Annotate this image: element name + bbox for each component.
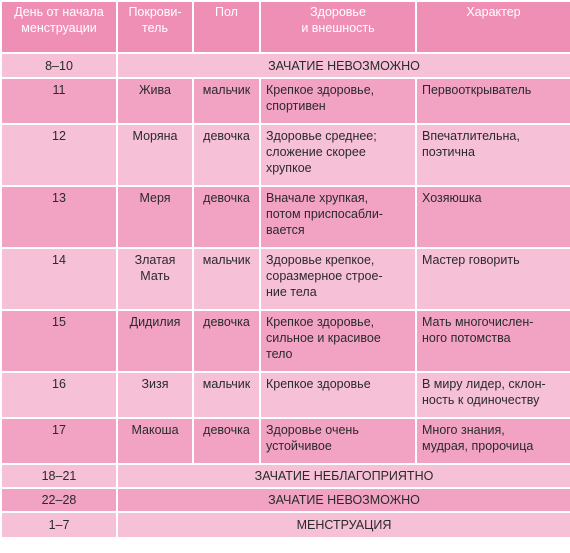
span-cell: ЗАЧАТИЕ НЕБЛАГОПРИЯТНО	[116, 463, 570, 489]
day-cell: 1–7	[0, 511, 118, 539]
header-day: День от начала менструации	[0, 0, 118, 54]
table-row: 14 Златая Мать мальчик Здоровье крепкое,…	[0, 247, 570, 311]
health-cell: Крепкое здоровье	[259, 371, 417, 419]
patron-cell: Моряна	[116, 123, 194, 187]
patron-cell: Жива	[116, 77, 194, 125]
day-cell: 11	[0, 77, 118, 125]
patron-cell: Макоша	[116, 417, 194, 465]
character-cell: Хозяюшка	[415, 185, 570, 249]
character-cell: Первооткрыватель	[415, 77, 570, 125]
sex-cell: мальчик	[192, 371, 261, 419]
sex-cell: мальчик	[192, 247, 261, 311]
table-row: 12 Моряна девочка Здоровье среднее; слож…	[0, 123, 570, 187]
conception-table: День от начала менструации Покрови- тель…	[0, 0, 570, 539]
day-cell: 17	[0, 417, 118, 465]
character-cell: Мать многочислен- ного потомства	[415, 309, 570, 373]
day-cell: 13	[0, 185, 118, 249]
day-cell: 8–10	[0, 52, 118, 79]
patron-cell: Зизя	[116, 371, 194, 419]
sex-cell: девочка	[192, 417, 261, 465]
day-cell: 18–21	[0, 463, 118, 489]
table-row: 17 Макоша девочка Здоровье очень устойчи…	[0, 417, 570, 465]
patron-cell: Златая Мать	[116, 247, 194, 311]
day-cell: 22–28	[0, 487, 118, 513]
day-cell: 12	[0, 123, 118, 187]
span-cell: МЕНСТРУАЦИЯ	[116, 511, 570, 539]
table-row: 18–21 ЗАЧАТИЕ НЕБЛАГОПРИЯТНО	[0, 463, 570, 489]
span-cell: ЗАЧАТИЕ НЕВОЗМОЖНО	[116, 52, 570, 79]
day-cell: 16	[0, 371, 118, 419]
header-character: Характер	[415, 0, 570, 54]
header-row: День от начала менструации Покрови- тель…	[0, 0, 570, 54]
sex-cell: девочка	[192, 309, 261, 373]
sex-cell: девочка	[192, 185, 261, 249]
health-cell: Здоровье среднее; сложение скорее хрупко…	[259, 123, 417, 187]
health-cell: Крепкое здоровье, сильное и красивое тел…	[259, 309, 417, 373]
table-row: 13 Меря девочка Вначале хрупкая, потом п…	[0, 185, 570, 249]
health-cell: Здоровье крепкое, соразмерное стрoе- ние…	[259, 247, 417, 311]
patron-cell: Дидилия	[116, 309, 194, 373]
span-cell: ЗАЧАТИЕ НЕВОЗМОЖНО	[116, 487, 570, 513]
header-health: Здоровье и внешность	[259, 0, 417, 54]
character-cell: Впечатлительна, поэтична	[415, 123, 570, 187]
table-row: 15 Дидилия девочка Крепкое здоровье, сил…	[0, 309, 570, 373]
sex-cell: девочка	[192, 123, 261, 187]
sex-cell: мальчик	[192, 77, 261, 125]
health-cell: Вначале хрупкая, потом приспосабли- вает…	[259, 185, 417, 249]
day-cell: 15	[0, 309, 118, 373]
day-cell: 14	[0, 247, 118, 311]
patron-cell: Меря	[116, 185, 194, 249]
character-cell: В миру лидер, склон- ность к одиночеству	[415, 371, 570, 419]
character-cell: Много знания, мудрая, пророчица	[415, 417, 570, 465]
header-patron: Покрови- тель	[116, 0, 194, 54]
table-row: 16 Зизя мальчик Крепкое здоровье В миру …	[0, 371, 570, 419]
table-row: 1–7 МЕНСТРУАЦИЯ	[0, 511, 570, 539]
table-row: 22–28 ЗАЧАТИЕ НЕВОЗМОЖНО	[0, 487, 570, 513]
health-cell: Крепкое здоровье, спортивен	[259, 77, 417, 125]
table-row: 8–10 ЗАЧАТИЕ НЕВОЗМОЖНО	[0, 52, 570, 79]
character-cell: Мастер говорить	[415, 247, 570, 311]
health-cell: Здоровье очень устойчивое	[259, 417, 417, 465]
table-row: 11 Жива мальчик Крепкое здоровье, спорти…	[0, 77, 570, 125]
header-sex: Пол	[192, 0, 261, 54]
